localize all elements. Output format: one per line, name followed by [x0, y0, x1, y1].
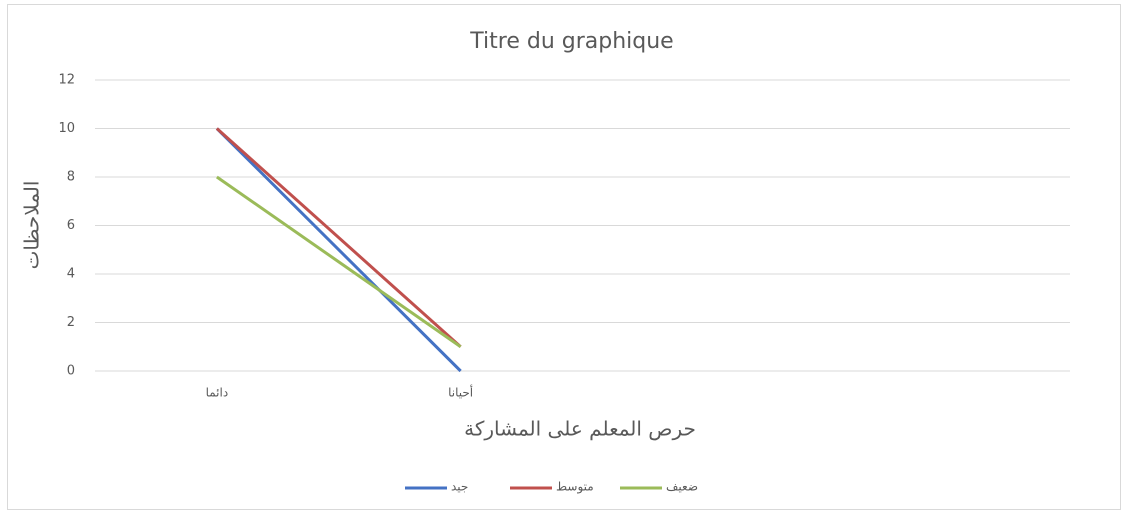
- y-tick-label: 4: [67, 267, 75, 282]
- y-tick-label: 6: [67, 218, 75, 233]
- legend-label: متوسط: [556, 480, 594, 495]
- x-tick-label: أحيانا: [448, 385, 473, 400]
- series-line: [215, 127, 462, 348]
- series-line: [216, 175, 462, 348]
- y-tick-label: 8: [67, 170, 75, 185]
- chart-title: Titre du graphique: [469, 29, 673, 54]
- y-tick-label: 0: [67, 364, 75, 379]
- y-tick-label: 10: [58, 121, 75, 136]
- legend-label: ضعيف: [666, 480, 698, 494]
- x-axis-label: حرص المعلم على المشاركة: [464, 417, 696, 441]
- legend-label: جيد: [451, 480, 468, 494]
- y-tick-label: 2: [67, 315, 75, 330]
- x-tick-label: دائما: [206, 386, 229, 400]
- y-tick-label: 12: [58, 73, 75, 88]
- series-line: [215, 127, 462, 373]
- y-axis-label: الملاحظات: [20, 181, 44, 270]
- chart-border: [7, 4, 1121, 510]
